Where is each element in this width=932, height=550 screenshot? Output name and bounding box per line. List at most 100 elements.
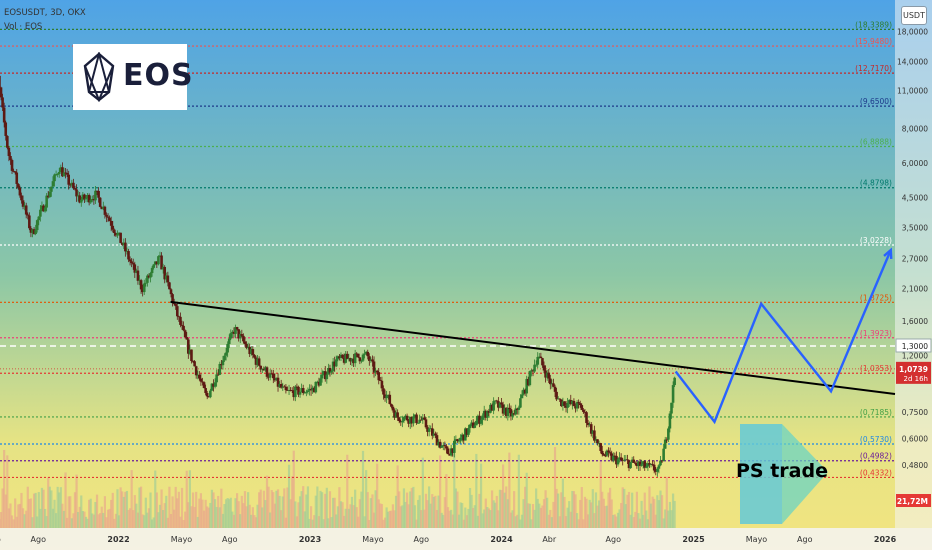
volume-bar [612, 514, 615, 528]
candle-body [216, 374, 220, 376]
candle-body [432, 433, 436, 436]
candle-body [220, 363, 223, 366]
candle-body [441, 445, 445, 446]
volume-bar [75, 474, 78, 528]
volume-bar [23, 514, 26, 528]
time-axis-tick: 2023 [299, 535, 321, 544]
candle-body [656, 468, 659, 472]
volume-bar [51, 508, 55, 528]
candle-body [130, 261, 133, 264]
projection-path[interactable] [674, 249, 892, 425]
fib-level-label: (0,4332) [860, 468, 892, 477]
candle-body [345, 353, 349, 360]
volume-bar [262, 490, 265, 528]
volume-bar [607, 492, 610, 528]
candle-body [144, 282, 148, 284]
candle-body [238, 334, 242, 339]
candle-body [289, 390, 292, 391]
volume-bar [517, 454, 520, 528]
time-axis-panel [0, 528, 932, 550]
volume-bar [62, 510, 66, 528]
volume-bar [349, 504, 352, 528]
candle-body [227, 338, 231, 344]
candle-body [635, 463, 639, 467]
ps-trade-logo-icon [740, 424, 828, 524]
candle-body [204, 388, 207, 394]
candle-body [372, 361, 376, 373]
volume-bar [302, 486, 305, 528]
candle-body [440, 445, 444, 448]
eos-logo-icon [83, 52, 115, 102]
candle-body [78, 195, 82, 203]
volume-bar [673, 500, 676, 528]
price-axis-tick: 18,0000 [897, 28, 928, 37]
volume-bar [497, 510, 500, 528]
volume-bar [94, 502, 97, 528]
candle-body [157, 256, 160, 265]
volume-bar [213, 499, 217, 528]
candle-body [48, 191, 52, 198]
candle-body [95, 190, 99, 192]
candle-body [283, 386, 286, 388]
volume-bar [575, 513, 579, 528]
candle-body [489, 404, 492, 413]
candle-body [574, 406, 577, 409]
candle-body [583, 411, 587, 413]
volume-bar [276, 489, 280, 528]
volume-bar [590, 502, 593, 528]
candle-body [632, 459, 636, 463]
candle-body [297, 386, 300, 395]
candle-body [135, 270, 138, 273]
price-axis-tick: 2,7000 [902, 255, 928, 264]
candle-body [487, 410, 491, 413]
volume-bar [99, 513, 102, 528]
candle-body [141, 289, 144, 293]
volume-bar [102, 512, 105, 528]
candle-body [629, 462, 632, 469]
fib-level-label: (0,4982) [860, 452, 892, 461]
candle-body [253, 354, 256, 358]
candle-body [375, 370, 379, 373]
candle-body [281, 386, 285, 388]
volume-bar [253, 515, 256, 528]
volume-bar [40, 487, 44, 528]
volume-bar [405, 492, 409, 528]
candle-body [75, 189, 78, 197]
candle-body [87, 194, 91, 203]
candle-body [0, 87, 3, 98]
candle-body [423, 417, 426, 420]
candle-body [84, 197, 88, 200]
candle-body [213, 382, 217, 387]
currency-button[interactable]: USDT [901, 6, 927, 25]
candle-body [327, 368, 330, 375]
price-axis-tick: 2,1000 [902, 285, 928, 294]
candle-body [309, 388, 313, 391]
eos-logo: EOS [73, 44, 193, 110]
volume-bar [649, 503, 653, 528]
volume-bar [103, 496, 106, 528]
volume-bar [7, 508, 10, 528]
volume-bar [20, 492, 23, 528]
fib-level-label: (18,3389) [855, 20, 892, 29]
candle-body [7, 147, 11, 157]
candle-body [596, 439, 599, 444]
volume-bar [26, 486, 29, 528]
volume-bar [66, 517, 69, 528]
volume-bar [92, 514, 95, 528]
time-axis-tick: Mayo [362, 535, 384, 544]
volume-bar [1, 488, 4, 528]
candle-body [673, 377, 676, 386]
volume-bar [605, 505, 609, 528]
trendline[interactable] [170, 300, 896, 396]
volume-bar [193, 506, 196, 528]
volume-bar [516, 514, 519, 528]
volume-bar [83, 511, 86, 528]
candle-body [262, 368, 266, 371]
volume-bar [174, 486, 177, 528]
volume-bar [368, 519, 371, 528]
candle-body [166, 275, 170, 283]
candle-body [155, 261, 159, 265]
candle-body [215, 374, 218, 383]
volume-bar [533, 509, 536, 528]
candle-body [235, 327, 239, 330]
